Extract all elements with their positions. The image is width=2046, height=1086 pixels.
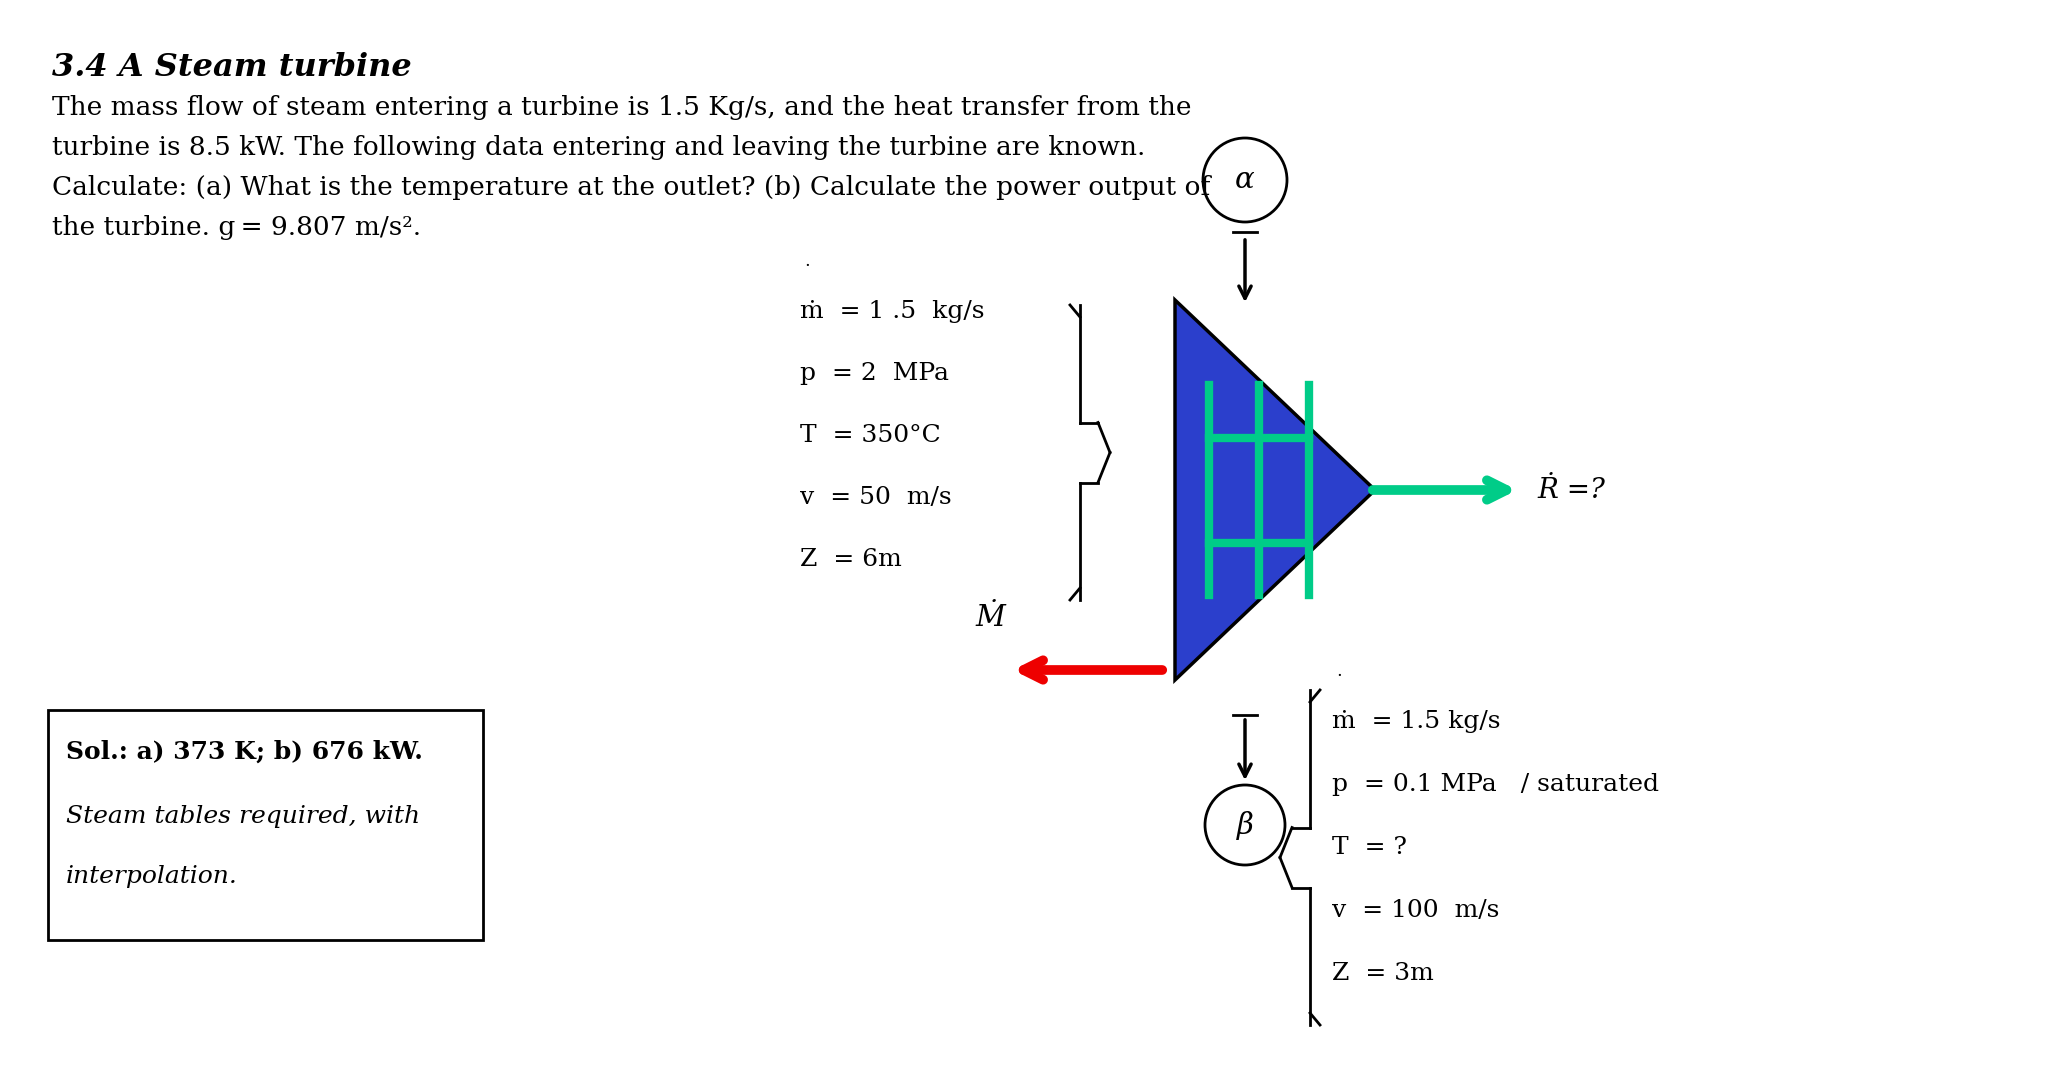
Text: ˙: ˙ xyxy=(1334,674,1344,692)
Text: interpolation.: interpolation. xyxy=(65,866,237,888)
Text: ṁ  = 1.5 kg/s: ṁ = 1.5 kg/s xyxy=(1332,710,1500,733)
Text: Steam tables required, with: Steam tables required, with xyxy=(65,805,419,828)
Text: β: β xyxy=(1236,810,1254,839)
Text: 3.4 A Steam turbine: 3.4 A Steam turbine xyxy=(51,52,411,83)
Text: T  = 350°C: T = 350°C xyxy=(800,424,941,447)
Text: p  = 0.1 MPa   / saturated: p = 0.1 MPa / saturated xyxy=(1332,773,1659,796)
Text: v  = 50  m/s: v = 50 m/s xyxy=(800,487,951,509)
Text: v  = 100  m/s: v = 100 m/s xyxy=(1332,899,1500,922)
Text: ˙: ˙ xyxy=(802,264,812,282)
Text: Z  = 3m: Z = 3m xyxy=(1332,962,1434,985)
Text: α: α xyxy=(1236,166,1254,194)
Polygon shape xyxy=(1174,300,1375,680)
Text: Ṙ =?: Ṙ =? xyxy=(1537,477,1604,504)
Text: T  = ?: T = ? xyxy=(1332,836,1408,859)
Text: Calculate: (a) What is the temperature at the outlet? (b) Calculate the power ou: Calculate: (a) What is the temperature a… xyxy=(51,175,1211,200)
Text: p  = 2  MPa: p = 2 MPa xyxy=(800,362,949,386)
Text: Sol.: a) 373 K; b) 676 kW.: Sol.: a) 373 K; b) 676 kW. xyxy=(65,740,424,763)
Text: The mass flow of steam entering a turbine is 1.5 Kg/s, and the heat transfer fro: The mass flow of steam entering a turbin… xyxy=(51,94,1191,119)
Text: turbine is 8.5 kW. The following data entering and leaving the turbine are known: turbine is 8.5 kW. The following data en… xyxy=(51,135,1146,160)
Text: ṁ  = 1 .5  kg/s: ṁ = 1 .5 kg/s xyxy=(800,300,984,323)
Text: Z  = 6m: Z = 6m xyxy=(800,548,902,571)
Text: the turbine. g = 9.807 m/s².: the turbine. g = 9.807 m/s². xyxy=(51,215,421,240)
Text: Ṁ: Ṁ xyxy=(976,604,1005,632)
